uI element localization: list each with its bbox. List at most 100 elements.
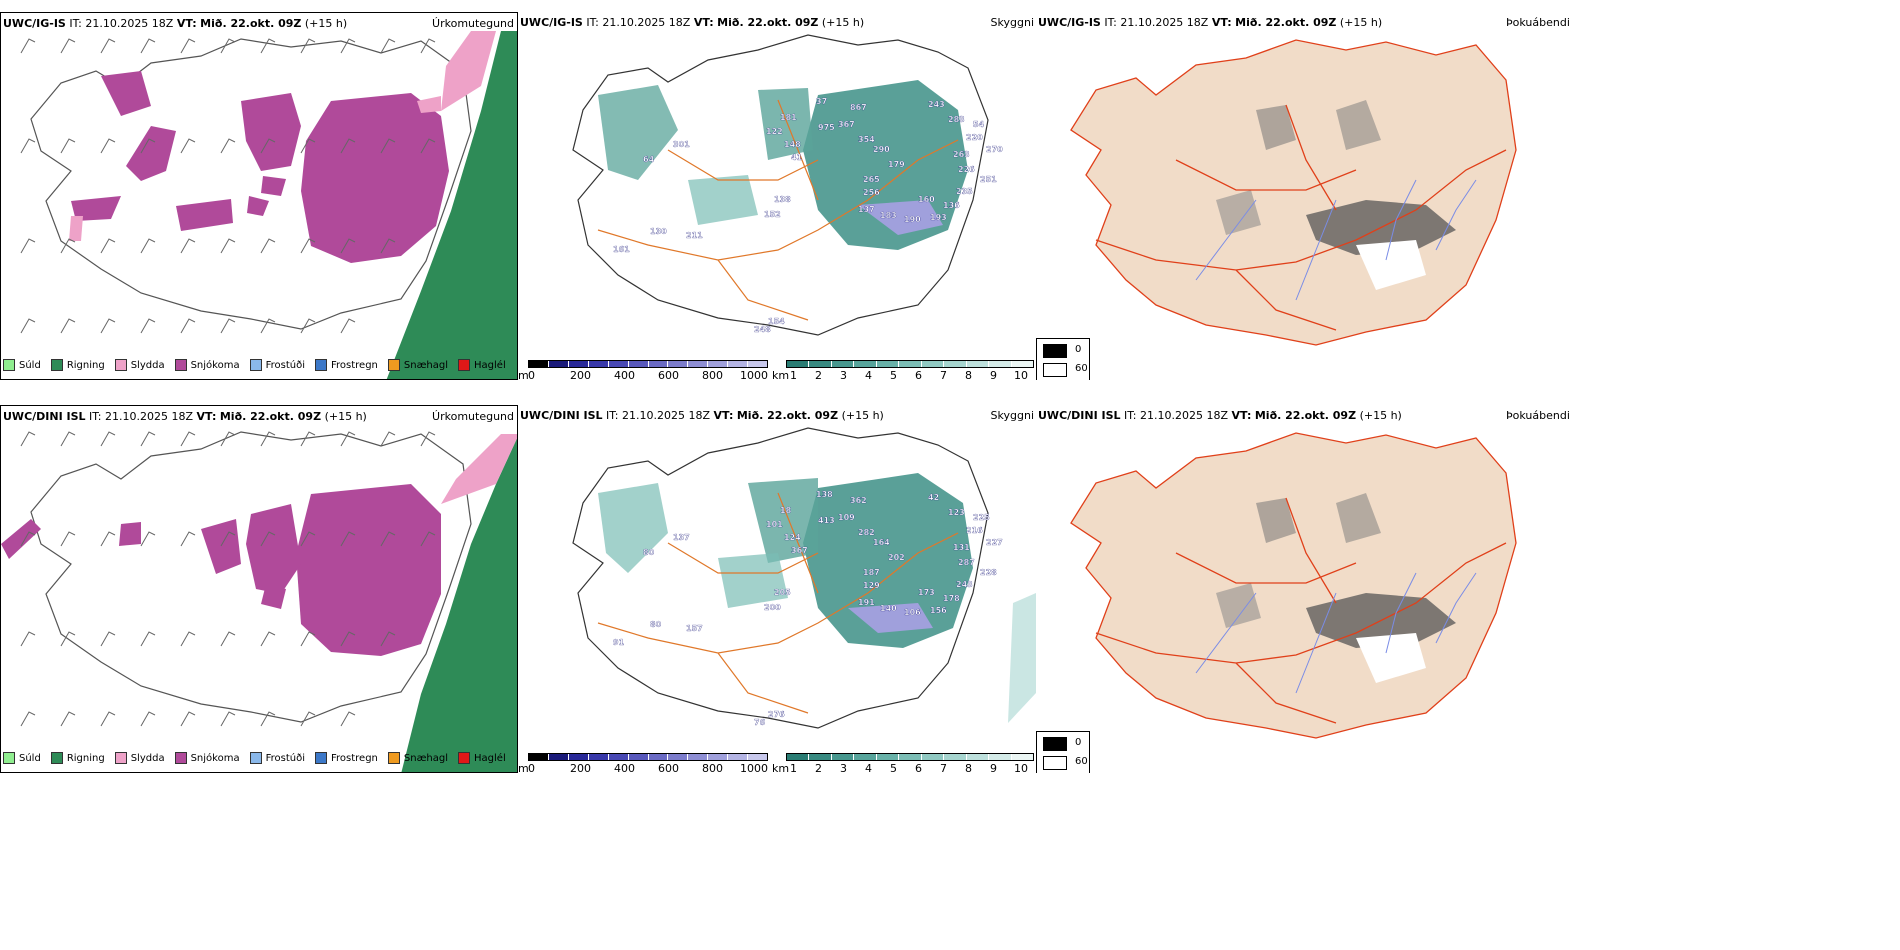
ceiling-label: 179 bbox=[888, 160, 905, 169]
ceiling-label: 235 bbox=[956, 187, 973, 196]
ceiling-label: 101 bbox=[766, 520, 783, 529]
visibility-tick: 8 bbox=[965, 369, 972, 380]
ceiling-label: 282 bbox=[858, 528, 875, 537]
ceiling-label: 248 bbox=[754, 325, 771, 334]
ceiling-label: 80 bbox=[643, 548, 655, 557]
road-network bbox=[597, 492, 959, 714]
low-visibility-area bbox=[1008, 593, 1036, 723]
legend-item: Snæhagl bbox=[387, 752, 448, 764]
legend-item: Snæhagl bbox=[387, 359, 448, 371]
visibility-tick: 4 bbox=[865, 762, 872, 773]
precip-type-legend: Súld Rigning Slydda Snjókoma Frostúði Fr… bbox=[3, 359, 506, 371]
sea-rain-area bbox=[386, 31, 517, 379]
panel-name: Þokuábendi bbox=[1506, 409, 1570, 422]
legend-swatch bbox=[174, 359, 187, 371]
ceiling-label: 37 bbox=[816, 97, 827, 106]
precip-type-legend: Súld Rigning Slydda Snjókoma Frostúði Fr… bbox=[3, 752, 506, 764]
panel-title: UWC/IG-IS IT: 21.10.2025 18Z VT: Mið. 22… bbox=[1038, 16, 1383, 29]
fog-map bbox=[1070, 39, 1517, 346]
legend-swatch bbox=[174, 752, 187, 764]
low-visibility-area bbox=[803, 473, 973, 648]
sleet-spots bbox=[69, 96, 441, 241]
ceiling-label: 109 bbox=[838, 513, 855, 522]
legend-item: Frostregn bbox=[315, 359, 378, 371]
ceiling-label: 867 bbox=[850, 103, 867, 112]
elevation-tick: 0 bbox=[528, 762, 535, 773]
ceiling-label: 413 bbox=[818, 516, 835, 525]
ceiling-label: 140 bbox=[880, 604, 897, 613]
ceiling-label: 193 bbox=[930, 213, 947, 222]
legend-item: Slydda bbox=[114, 752, 165, 764]
legend-item: Rigning bbox=[50, 359, 105, 371]
legend-swatch bbox=[315, 752, 327, 764]
ceiling-label: 106 bbox=[904, 608, 921, 617]
visibility-tick: 1 bbox=[790, 762, 797, 773]
ceiling-label: 64 bbox=[643, 155, 655, 164]
ceiling-label: 251 bbox=[980, 175, 997, 184]
panel-title: UWC/DINI ISL IT: 21.10.2025 18Z VT: Mið.… bbox=[3, 410, 367, 423]
ceiling-label: 152 bbox=[764, 210, 781, 219]
ceiling-label: 228 bbox=[980, 568, 997, 577]
elevation-tick: 800 bbox=[702, 762, 723, 773]
ceiling-label: 161 bbox=[613, 245, 630, 254]
elevation-unit: m bbox=[518, 369, 529, 380]
ceiling-label: 124 bbox=[784, 533, 801, 542]
legend-swatch bbox=[249, 752, 262, 764]
panel-title: UWC/IG-IS IT: 21.10.2025 18Z VT: Mið. 22… bbox=[3, 17, 348, 30]
visibility-panel-dini: UWC/DINI ISL IT: 21.10.2025 18Z VT: Mið.… bbox=[518, 405, 1036, 773]
elevation-unit: m bbox=[518, 762, 529, 773]
ceiling-label: 164 bbox=[873, 538, 890, 547]
ceiling-label: 129 bbox=[863, 581, 880, 590]
ceiling-label: 54 bbox=[973, 120, 985, 129]
ceiling-label: 362 bbox=[850, 496, 867, 505]
legend-swatch bbox=[458, 752, 471, 764]
legend-item: Snjókoma bbox=[174, 359, 240, 371]
legend-swatch bbox=[387, 359, 400, 371]
ceiling-label: 183 bbox=[880, 211, 897, 220]
visibility-tick: 4 bbox=[865, 369, 872, 380]
low-visibility-area bbox=[718, 553, 788, 608]
ceiling-label: 122 bbox=[766, 127, 783, 136]
ceiling-label: 130 bbox=[650, 227, 667, 236]
ceiling-label: 205 bbox=[774, 588, 791, 597]
panel-name: Þokuábendi bbox=[1506, 16, 1570, 29]
visibility-tick: 10 bbox=[1014, 369, 1028, 380]
wind-barbs bbox=[20, 431, 436, 727]
legend-swatch bbox=[3, 359, 15, 371]
legend-item: Frostregn bbox=[315, 752, 378, 764]
legend-item: Rigning bbox=[50, 752, 105, 764]
ceiling-label: 243 bbox=[956, 580, 973, 589]
ceiling-label: 157 bbox=[686, 624, 703, 633]
precip-map bbox=[1, 431, 517, 772]
panel-name: Úrkomutegund bbox=[432, 17, 514, 30]
fog-shading bbox=[1336, 493, 1381, 543]
ceiling-label: 137 bbox=[858, 205, 875, 214]
ceiling-label: 202 bbox=[888, 553, 905, 562]
fog-scale-swatch-low bbox=[1043, 344, 1067, 358]
elevation-tick: 200 bbox=[570, 369, 591, 380]
glacier-elevation-area bbox=[858, 200, 943, 235]
visibility-tick: 5 bbox=[890, 369, 897, 380]
fog-shading bbox=[1356, 240, 1426, 290]
visibility-tick: 1 bbox=[790, 369, 797, 380]
visibility-tick: 3 bbox=[840, 762, 847, 773]
visibility-unit: km bbox=[772, 762, 790, 773]
ceiling-label: 80 bbox=[650, 620, 662, 629]
fog-shading bbox=[1216, 583, 1261, 628]
precip-type-panel-dini: UWC/DINI ISL IT: 21.10.2025 18Z VT: Mið.… bbox=[0, 405, 518, 773]
panel-title: UWC/DINI ISL IT: 21.10.2025 18Z VT: Mið.… bbox=[1038, 409, 1402, 422]
ceiling-label: 191 bbox=[858, 598, 875, 607]
ceiling-label: 367 bbox=[838, 120, 855, 129]
glacier-elevation-area bbox=[848, 603, 933, 633]
visibility-tick: 2 bbox=[815, 762, 822, 773]
legend-swatch bbox=[387, 752, 400, 764]
visibility-tick: 2 bbox=[815, 369, 822, 380]
ceiling-label: 276 bbox=[768, 710, 785, 719]
legend-item: Haglél bbox=[458, 752, 506, 764]
ceiling-label: 263 bbox=[953, 150, 970, 159]
ceiling-label: 225 bbox=[973, 513, 990, 522]
ceiling-label: 156 bbox=[930, 606, 947, 615]
visibility-tick: 9 bbox=[990, 762, 997, 773]
visibility-tick: 5 bbox=[890, 762, 897, 773]
